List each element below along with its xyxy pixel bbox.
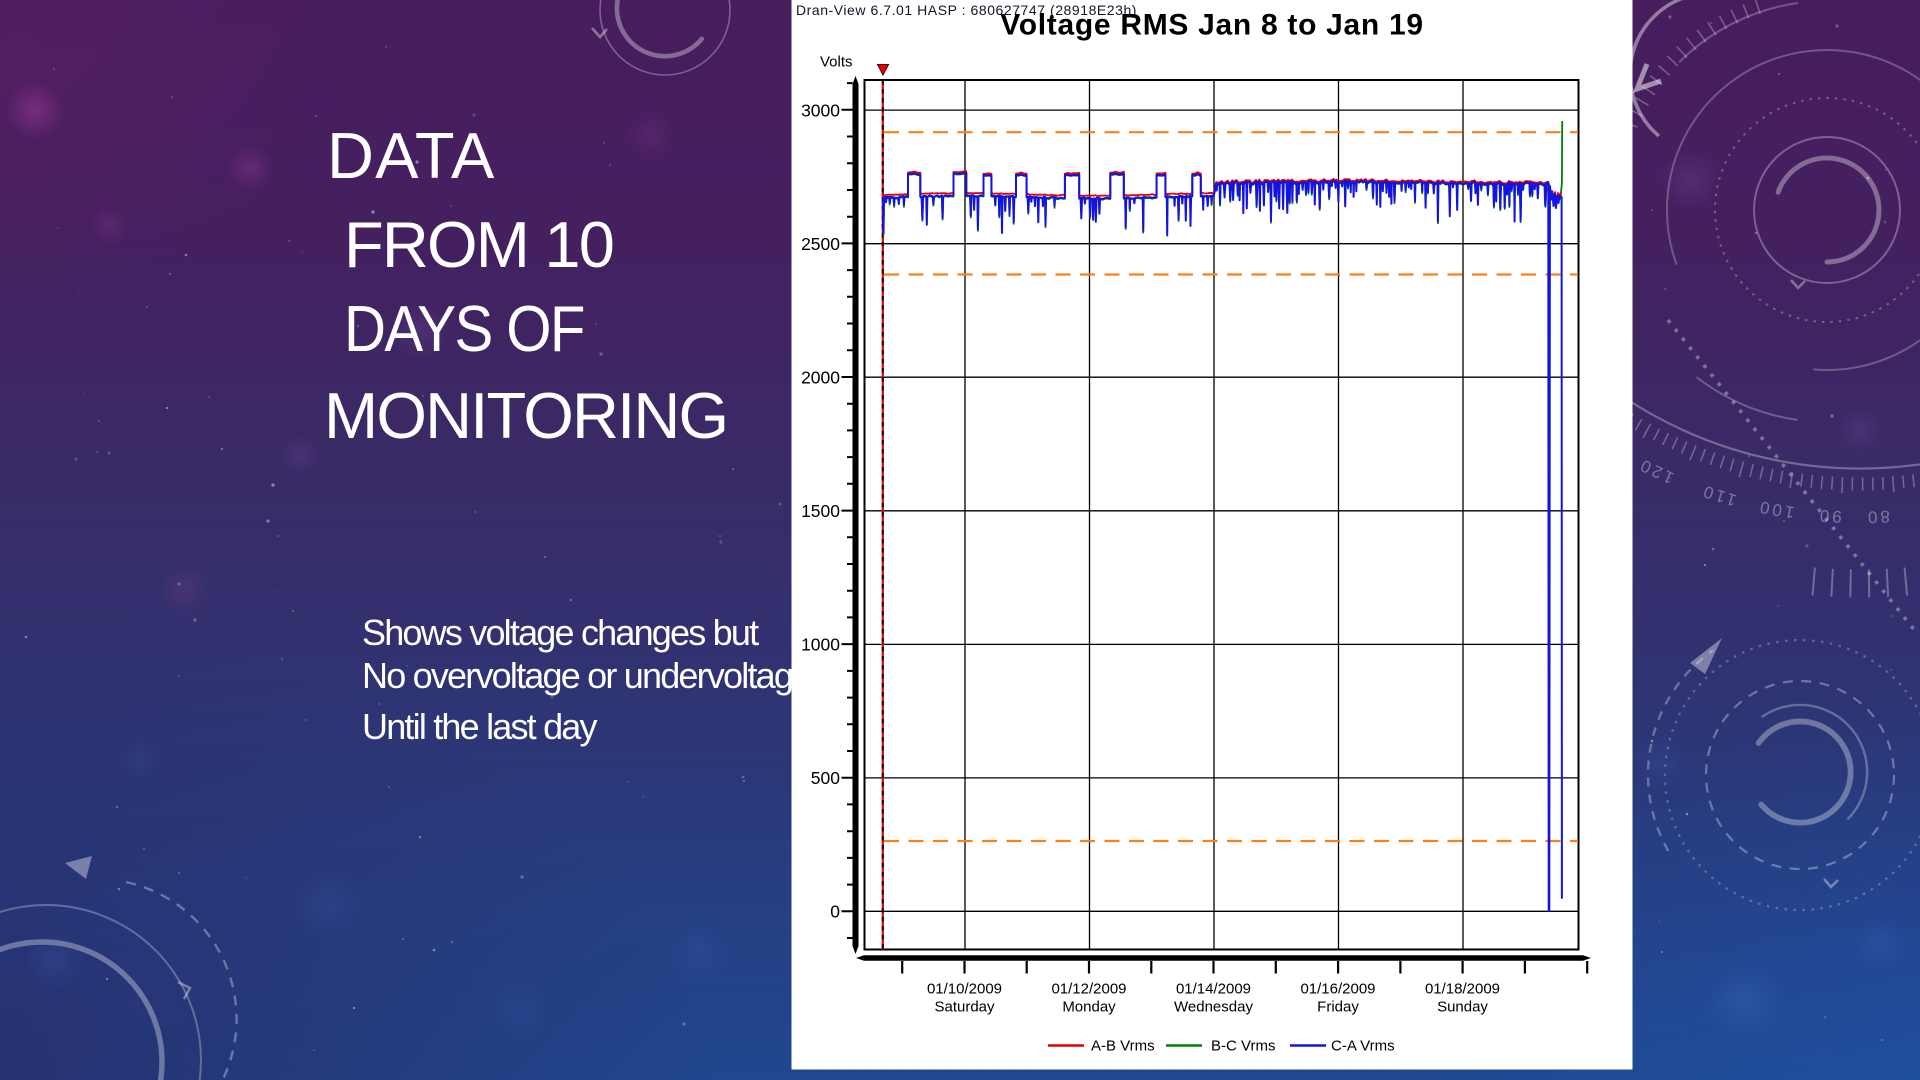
svg-text:3000: 3000 bbox=[801, 100, 840, 120]
svg-text:C-A Vrms: C-A Vrms bbox=[1331, 1038, 1395, 1055]
svg-text:500: 500 bbox=[811, 768, 840, 788]
svg-text:80: 80 bbox=[1865, 507, 1891, 527]
svg-text:1000: 1000 bbox=[801, 635, 840, 655]
svg-text:Volts: Volts bbox=[820, 54, 853, 71]
svg-text:A-B Vrms: A-B Vrms bbox=[1091, 1038, 1155, 1055]
svg-text:01/12/2009: 01/12/2009 bbox=[1051, 981, 1126, 998]
svg-text:01/14/2009: 01/14/2009 bbox=[1176, 981, 1251, 998]
svg-text:1500: 1500 bbox=[801, 501, 840, 521]
svg-text:2000: 2000 bbox=[801, 368, 840, 388]
svg-text:Saturday: Saturday bbox=[934, 999, 995, 1016]
svg-text:01/18/2009: 01/18/2009 bbox=[1425, 981, 1500, 998]
svg-text:0: 0 bbox=[830, 902, 840, 922]
svg-text:Sunday: Sunday bbox=[1437, 999, 1488, 1016]
svg-text:01/10/2009: 01/10/2009 bbox=[927, 981, 1002, 998]
svg-text:Wednesday: Wednesday bbox=[1174, 999, 1253, 1016]
svg-text:B-C Vrms: B-C Vrms bbox=[1211, 1038, 1275, 1055]
svg-text:Voltage RMS Jan 8 to Jan 19: Voltage RMS Jan 8 to Jan 19 bbox=[1000, 9, 1423, 42]
svg-text:Monday: Monday bbox=[1062, 999, 1116, 1016]
svg-text:01/16/2009: 01/16/2009 bbox=[1300, 981, 1375, 998]
svg-text:2500: 2500 bbox=[801, 234, 840, 254]
svg-text:Dran-View 6.7.01 HASP : 680627: Dran-View 6.7.01 HASP : 680627747 (28918… bbox=[796, 2, 1137, 18]
svg-text:90: 90 bbox=[1816, 506, 1842, 527]
svg-text:Friday: Friday bbox=[1317, 999, 1359, 1016]
